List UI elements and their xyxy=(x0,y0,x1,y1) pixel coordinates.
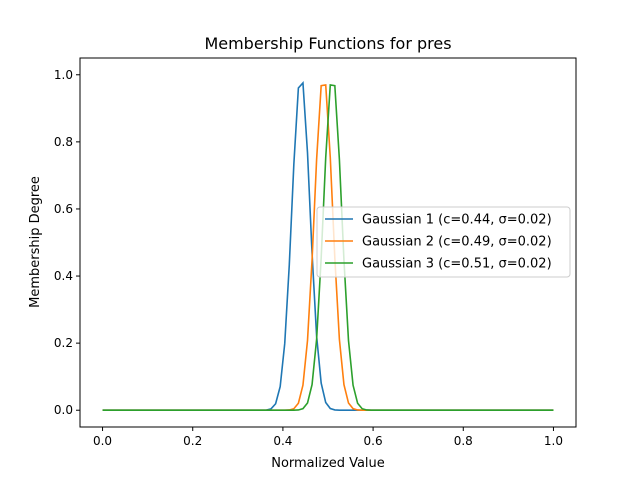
x-tick-label: 0.8 xyxy=(454,434,473,448)
x-axis: 0.0 0.2 0.4 0.6 0.8 1.0 xyxy=(93,427,563,448)
x-tick-label: 0.0 xyxy=(93,434,112,448)
legend-label-1: Gaussian 1 (c=0.44, σ=0.02) xyxy=(362,213,552,228)
legend-box xyxy=(316,206,571,278)
y-tick-label: 0.4 xyxy=(54,269,73,283)
chart-title: Membership Functions for pres xyxy=(204,34,451,53)
series-line-3 xyxy=(102,83,554,412)
legend-label-2: Gaussian 2 (c=0.49, σ=0.02) xyxy=(362,235,552,250)
y-tick-label: 0.2 xyxy=(54,336,73,350)
x-tick-label: 1.0 xyxy=(544,434,563,448)
y-tick-label: 0.6 xyxy=(54,202,73,216)
plot-lines xyxy=(102,81,554,412)
y-axis-label: Membership Degree xyxy=(28,176,43,308)
y-tick-label: 0.8 xyxy=(54,135,73,149)
x-tick-label: 0.6 xyxy=(364,434,383,448)
plot-frame xyxy=(79,57,577,428)
legend: Gaussian 1 (c=0.44, σ=0.02) Gaussian 2 (c… xyxy=(316,206,571,278)
x-tick-label: 0.4 xyxy=(273,434,292,448)
x-axis-label: Normalized Value xyxy=(271,456,385,471)
y-axis: 0.0 0.2 0.4 0.6 0.8 1.0 xyxy=(54,68,80,417)
y-tick-label: 1.0 xyxy=(54,68,73,82)
x-tick-label: 0.2 xyxy=(183,434,202,448)
y-tick-label: 0.0 xyxy=(54,403,73,417)
legend-label-3: Gaussian 3 (c=0.51, σ=0.02) xyxy=(362,257,552,272)
